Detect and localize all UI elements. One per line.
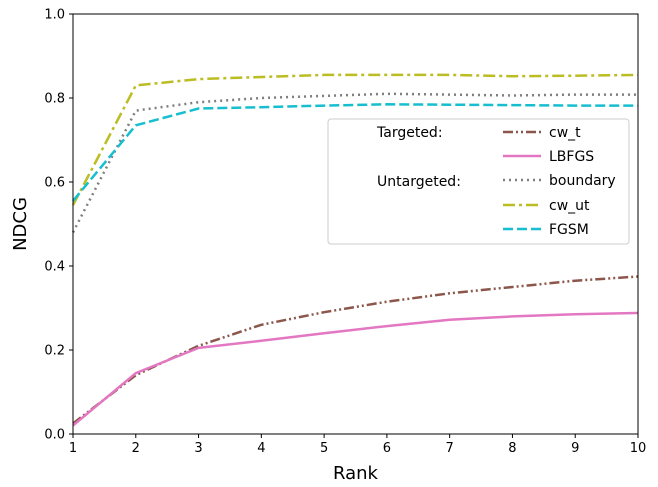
legend-header-targeted: Targeted: [376, 125, 443, 141]
x-tick-label: 10 [630, 441, 647, 456]
x-tick-label: 6 [383, 441, 391, 456]
plot-frame [72, 13, 639, 435]
y-axis-label: NDCG [10, 197, 31, 251]
x-axis-label: Rank [333, 463, 379, 484]
legend-label-FGSM: FGSM [549, 222, 589, 238]
legend-label-cw_ut: cw_ut [549, 198, 590, 214]
x-tick-label: 2 [132, 441, 140, 456]
y-tick-label: 0.2 [44, 344, 65, 359]
legend-label-boundary: boundary [549, 173, 616, 189]
y-tick-label: 0.8 [44, 92, 65, 107]
x-tick-label: 7 [446, 441, 454, 456]
x-tick-label: 5 [320, 441, 328, 456]
x-tick-label: 3 [194, 441, 202, 456]
legend-label-LBFGS: LBFGS [549, 149, 594, 165]
legend-header-untargeted: Untargeted: [377, 174, 461, 190]
legend: Targeted: Untargeted: cw_tLBFGSboundaryc… [327, 118, 630, 245]
x-tick-label: 9 [571, 441, 579, 456]
x-tick-label: 8 [508, 441, 516, 456]
y-tick-label: 0.0 [44, 428, 65, 443]
series-lines [71, 73, 639, 427]
y-tick-label: 1.0 [44, 8, 65, 23]
series-line-FGSM [72, 103, 638, 202]
series-line-boundary [71, 92, 638, 233]
x-tick-label: 4 [257, 441, 265, 456]
y-tick-label: 0.4 [44, 260, 65, 275]
axis-ticks: 1 2 3 4 5 6 7 8 9 10 0.0 0.2 0.4 0.6 0.8 1.0 [44, 8, 646, 457]
y-tick-label: 0.6 [44, 176, 65, 191]
series-line-LBFGS [72, 311, 639, 427]
legend-box [327, 118, 630, 245]
series-line-cw_t [72, 275, 639, 425]
series-line-cw_ut [71, 73, 639, 206]
legend-entries: cw_t LBFGS boundary cw_ut FGSM [503, 125, 616, 238]
x-tick-label: 1 [69, 441, 77, 456]
legend-label-cw_t: cw_t [549, 125, 581, 141]
